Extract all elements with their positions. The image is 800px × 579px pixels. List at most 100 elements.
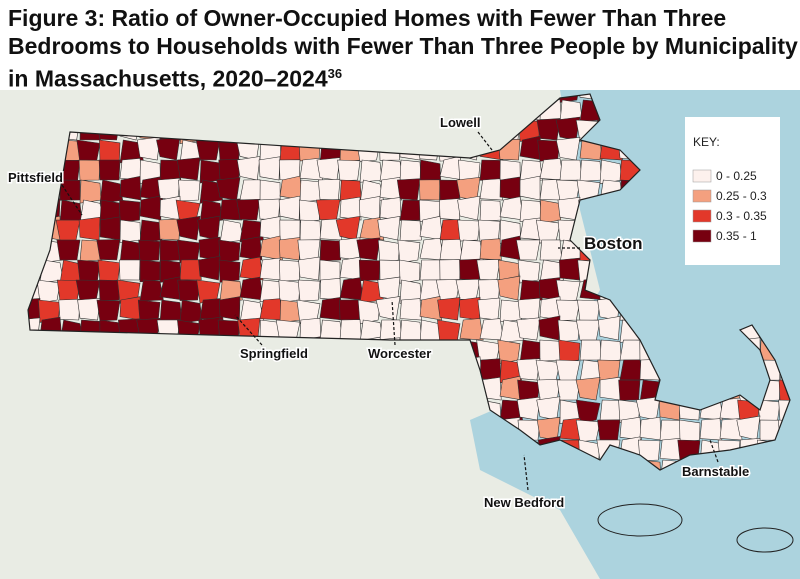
municipality	[455, 278, 481, 301]
legend-label: 0.35 - 1	[716, 229, 757, 243]
leader-line	[61, 184, 83, 216]
legend-swatch	[692, 189, 712, 203]
leader-line	[709, 439, 719, 463]
municipality	[337, 159, 361, 182]
municipality	[339, 319, 362, 341]
municipality	[77, 259, 101, 283]
municipality	[55, 219, 81, 241]
municipality	[379, 319, 403, 341]
municipality	[119, 219, 141, 243]
municipality	[476, 259, 501, 281]
leader-line	[391, 299, 396, 346]
municipality	[239, 299, 265, 324]
municipality	[219, 279, 243, 302]
municipality	[119, 296, 142, 321]
municipality	[419, 215, 444, 241]
place-label: Lowell	[440, 115, 480, 130]
municipality	[399, 219, 422, 242]
island-outline	[597, 503, 683, 537]
municipality	[99, 216, 121, 241]
municipality	[198, 255, 221, 281]
municipality	[139, 195, 162, 221]
municipality	[218, 239, 241, 264]
municipality	[558, 339, 581, 364]
leader-line	[477, 131, 493, 151]
municipality	[56, 239, 81, 261]
municipality	[459, 296, 481, 321]
municipality	[618, 379, 641, 401]
municipality	[97, 259, 121, 284]
municipality	[516, 358, 541, 381]
municipality	[358, 259, 381, 282]
municipality	[599, 376, 621, 401]
municipality	[278, 195, 301, 221]
municipality	[75, 279, 101, 301]
place-label: Pittsfield	[8, 170, 63, 185]
municipality	[479, 159, 503, 181]
legend-swatch	[692, 209, 712, 223]
municipality	[178, 179, 201, 202]
municipality	[59, 179, 81, 201]
municipality	[278, 237, 301, 261]
municipality	[316, 157, 341, 181]
municipality	[316, 199, 341, 221]
municipality	[317, 178, 341, 201]
municipality	[236, 156, 261, 181]
municipality	[499, 196, 524, 221]
municipality	[579, 339, 602, 361]
map: Pittsfield Lowell Boston Springfield Wor…	[0, 90, 800, 579]
municipality	[397, 239, 421, 264]
municipality	[536, 416, 561, 441]
municipality	[278, 279, 301, 303]
municipality	[699, 418, 723, 441]
municipality	[79, 239, 103, 262]
municipality	[359, 159, 383, 183]
municipality	[539, 259, 564, 284]
municipality	[358, 195, 381, 221]
municipality	[399, 298, 422, 321]
municipality	[99, 179, 124, 205]
municipality	[575, 419, 601, 443]
municipality	[439, 198, 461, 221]
municipality	[419, 296, 442, 321]
municipality	[519, 175, 541, 201]
municipality	[195, 139, 221, 161]
municipality	[539, 339, 561, 362]
municipality	[399, 319, 423, 343]
municipality	[299, 199, 321, 223]
municipality	[279, 259, 301, 282]
municipality	[136, 136, 161, 161]
municipality	[478, 219, 501, 242]
municipality	[159, 299, 183, 323]
municipality	[298, 256, 321, 281]
municipality	[138, 239, 161, 262]
place-label: Worcester	[368, 346, 431, 361]
municipality	[218, 259, 241, 283]
municipality	[139, 219, 163, 244]
municipality	[516, 317, 541, 341]
municipality	[179, 259, 202, 281]
municipality	[197, 215, 221, 241]
municipality	[477, 297, 501, 321]
municipality	[575, 399, 601, 424]
municipality	[577, 299, 601, 322]
municipality	[377, 276, 401, 301]
municipality	[539, 199, 561, 224]
municipality	[439, 179, 461, 201]
municipality	[339, 299, 361, 321]
municipality	[119, 139, 144, 164]
municipality	[239, 256, 264, 281]
municipality	[357, 299, 381, 325]
municipality	[177, 279, 201, 301]
title-text: Figure 3: Ratio of Owner-Occupied Homes …	[8, 5, 798, 92]
municipality	[339, 196, 362, 221]
place-label: Boston	[584, 234, 643, 253]
municipality	[259, 298, 284, 321]
municipality	[319, 278, 342, 301]
municipality	[219, 198, 243, 221]
legend-swatch	[692, 169, 712, 183]
municipality	[279, 219, 301, 241]
municipality	[479, 238, 502, 261]
municipality	[599, 339, 622, 362]
municipality	[297, 279, 321, 302]
